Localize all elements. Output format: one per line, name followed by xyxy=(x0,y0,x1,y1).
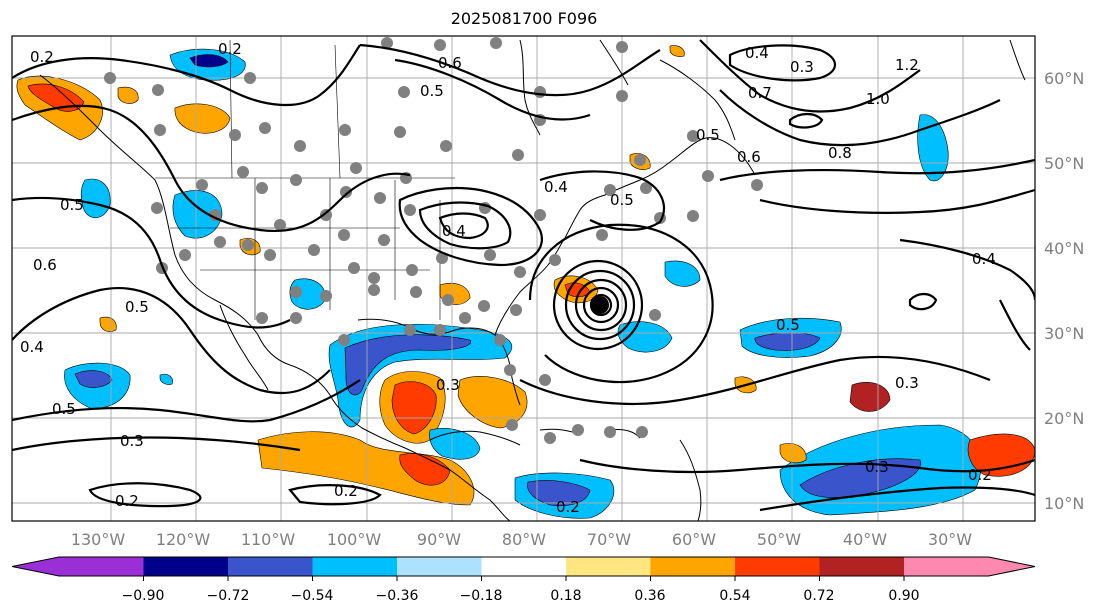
svg-text:0.5: 0.5 xyxy=(125,298,149,316)
colorbar-extend-low xyxy=(12,557,59,576)
svg-text:50°W: 50°W xyxy=(757,530,801,549)
svg-text:0.4: 0.4 xyxy=(544,178,568,196)
svg-text:0.7: 0.7 xyxy=(748,84,772,102)
lon-labels: 130°W 120°W 110°W 100°W 90°W 80°W 70°W 6… xyxy=(71,530,972,549)
svg-text:0.18: 0.18 xyxy=(550,588,581,604)
colorbar-segment xyxy=(312,557,398,576)
colorbar xyxy=(11,556,1036,581)
svg-text:0.2: 0.2 xyxy=(556,498,580,516)
svg-text:0.8: 0.8 xyxy=(828,144,852,162)
svg-text:0.2: 0.2 xyxy=(334,482,358,500)
svg-text:20°N: 20°N xyxy=(1044,409,1084,428)
colorbar-segment xyxy=(566,557,651,576)
svg-text:0.3: 0.3 xyxy=(436,376,460,394)
svg-text:10°N: 10°N xyxy=(1044,494,1084,513)
map-panel: 0.2 0.2 0.6 0.5 0.4 0.3 1.2 0.7 1.0 0.8 … xyxy=(12,36,1035,521)
shaded-field xyxy=(16,45,1035,519)
svg-text:100°W: 100°W xyxy=(327,530,382,549)
svg-text:0.5: 0.5 xyxy=(776,316,800,334)
colorbar-extend-high xyxy=(988,557,1035,576)
svg-text:90°W: 90°W xyxy=(417,530,461,549)
colorbar-segment xyxy=(904,557,989,576)
coastlines xyxy=(39,39,1026,521)
svg-text:110°W: 110°W xyxy=(241,530,296,549)
svg-text:1.2: 1.2 xyxy=(895,56,919,74)
svg-text:60°N: 60°N xyxy=(1044,69,1084,88)
svg-text:130°W: 130°W xyxy=(71,530,126,549)
svg-text:60°W: 60°W xyxy=(672,530,716,549)
svg-text:40°N: 40°N xyxy=(1044,239,1084,258)
svg-text:120°W: 120°W xyxy=(156,530,211,549)
svg-text:80°W: 80°W xyxy=(502,530,546,549)
svg-text:0.5: 0.5 xyxy=(420,82,444,100)
svg-text:0.36: 0.36 xyxy=(634,588,665,604)
svg-text:0.6: 0.6 xyxy=(438,54,462,72)
svg-text:0.3: 0.3 xyxy=(865,458,889,476)
svg-text:−0.18: −0.18 xyxy=(460,588,503,604)
colorbar-segment xyxy=(735,557,820,576)
map-title: 2025081700 F096 xyxy=(450,9,598,28)
colorbar-segment xyxy=(397,557,482,576)
svg-text:0.3: 0.3 xyxy=(895,374,919,392)
svg-text:0.5: 0.5 xyxy=(696,126,720,144)
contour-labels: 0.2 0.2 0.6 0.5 0.4 0.3 1.2 0.7 1.0 0.8 … xyxy=(20,40,996,516)
colorbar-segment xyxy=(481,557,567,576)
svg-text:0.5: 0.5 xyxy=(52,400,76,418)
colorbar-outline xyxy=(11,556,1036,577)
svg-text:1.0: 1.0 xyxy=(866,90,890,108)
colorbar-segment xyxy=(228,557,313,576)
svg-text:30°W: 30°W xyxy=(928,530,972,549)
svg-text:0.4: 0.4 xyxy=(442,222,466,240)
svg-text:0.4: 0.4 xyxy=(972,250,996,268)
colorbar-segment xyxy=(59,557,144,576)
svg-text:0.6: 0.6 xyxy=(737,148,761,166)
colorbar-segment xyxy=(650,557,736,576)
svg-text:−0.90: −0.90 xyxy=(122,588,165,604)
storm-center-marker xyxy=(591,296,609,314)
svg-text:0.3: 0.3 xyxy=(790,58,814,76)
colorbar-segment xyxy=(143,557,229,576)
svg-text:0.54: 0.54 xyxy=(719,588,750,604)
svg-text:0.72: 0.72 xyxy=(803,588,834,604)
svg-text:0.2: 0.2 xyxy=(30,48,54,66)
station-markers xyxy=(104,37,763,444)
svg-text:−0.72: −0.72 xyxy=(207,588,250,604)
svg-text:40°W: 40°W xyxy=(843,530,887,549)
svg-text:−0.36: −0.36 xyxy=(376,588,419,604)
svg-text:0.4: 0.4 xyxy=(20,338,44,356)
svg-text:70°W: 70°W xyxy=(587,530,631,549)
svg-text:0.3: 0.3 xyxy=(120,432,144,450)
svg-text:30°N: 30°N xyxy=(1044,324,1084,343)
svg-text:0.2: 0.2 xyxy=(115,492,139,510)
lat-labels: 60°N 50°N 40°N 30°N 20°N 10°N xyxy=(1044,69,1084,513)
colorbar-tick-labels: −0.90 −0.72 −0.54 −0.36 −0.18 0.18 0.36 … xyxy=(122,588,920,604)
svg-text:0.2: 0.2 xyxy=(968,466,992,484)
contour-lines xyxy=(12,39,1035,512)
svg-text:0.5: 0.5 xyxy=(610,191,634,209)
svg-text:0.90: 0.90 xyxy=(888,588,919,604)
svg-text:0.6: 0.6 xyxy=(33,256,57,274)
svg-text:0.4: 0.4 xyxy=(745,44,769,62)
svg-text:50°N: 50°N xyxy=(1044,154,1084,173)
map-frame xyxy=(11,35,1036,522)
colorbar-segment xyxy=(819,557,905,576)
svg-text:−0.54: −0.54 xyxy=(291,588,334,604)
svg-text:0.2: 0.2 xyxy=(218,40,242,58)
svg-text:0.5: 0.5 xyxy=(60,196,84,214)
